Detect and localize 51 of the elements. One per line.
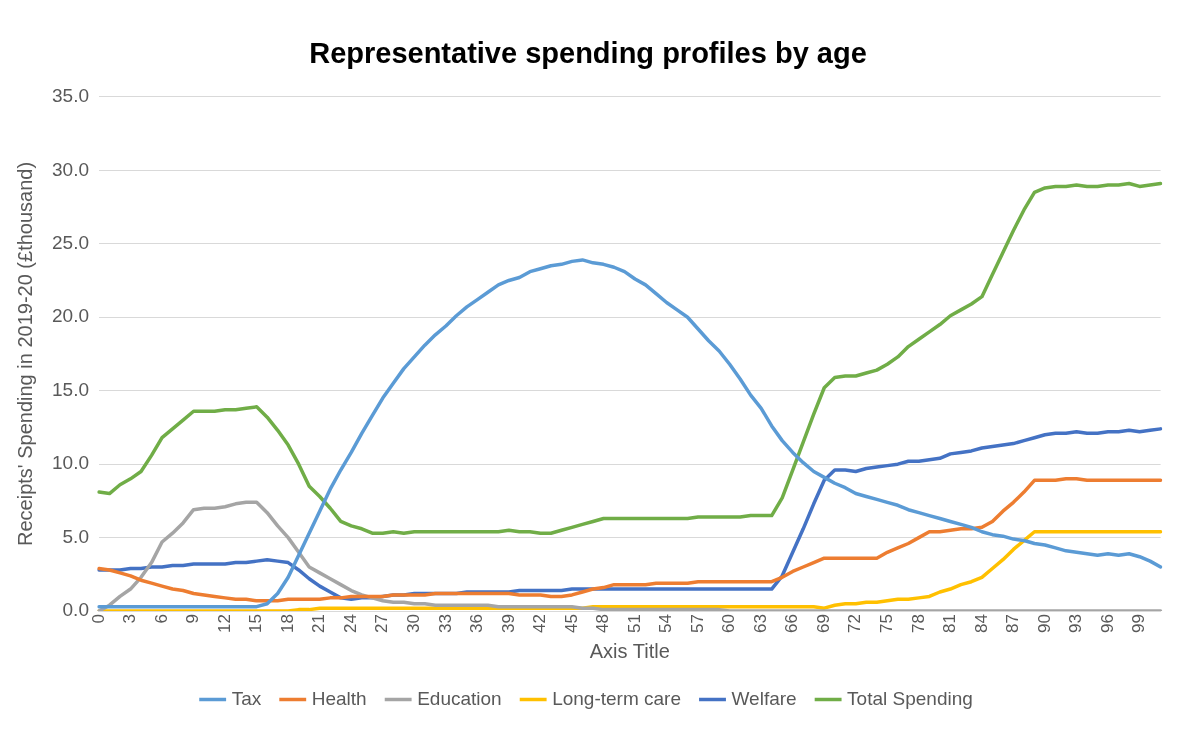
x-tick-label: 12 (214, 614, 234, 634)
x-tick-label: 99 (1129, 614, 1149, 634)
x-tick-label: 45 (561, 614, 581, 634)
legend-label: Tax (231, 687, 262, 709)
legend-label: Welfare (731, 687, 797, 709)
x-tick-label: 39 (498, 614, 518, 634)
x-tick-label: 42 (530, 614, 550, 634)
legend-label: Long-term care (552, 687, 682, 709)
x-tick-label: 36 (467, 614, 487, 634)
y-tick-label: 35.0 (52, 85, 89, 107)
x-axis-title: Axis Title (589, 639, 670, 662)
x-tick-label: 3 (120, 614, 140, 624)
x-tick-label: 30 (404, 614, 423, 634)
x-tick-label: 0 (88, 614, 108, 624)
y-tick-label: 20.0 (52, 305, 89, 327)
legend-label: Health (311, 687, 367, 709)
x-tick-label: 21 (309, 614, 329, 634)
y-tick-label: 30.0 (52, 158, 89, 180)
x-tick-label: 9 (183, 614, 203, 624)
legend-label: Education (417, 687, 502, 709)
x-tick-label: 54 (656, 614, 676, 634)
y-tick-label: 0.0 (62, 599, 89, 621)
x-tick-label: 33 (435, 614, 455, 634)
x-tick-label: 87 (1003, 614, 1023, 634)
x-tick-label: 15 (246, 614, 266, 634)
x-tick-label: 27 (372, 614, 392, 634)
x-tick-label: 66 (782, 614, 802, 634)
x-tick-label: 51 (624, 614, 644, 634)
y-tick-label: 15.0 (52, 378, 89, 400)
x-tick-label: 90 (1034, 614, 1054, 634)
y-tick-label: 25.0 (52, 231, 89, 253)
x-tick-label: 93 (1066, 614, 1086, 634)
y-tick-label: 10.0 (52, 452, 89, 474)
x-tick-label: 96 (1097, 614, 1117, 634)
chart-title: Representative spending profiles by age (309, 37, 867, 70)
x-tick-label: 60 (719, 614, 739, 634)
y-axis-title: Receipts' Spending in 2019-20 (£thousand) (13, 161, 36, 546)
x-tick-label: 24 (340, 614, 360, 634)
x-tick-label: 75 (877, 614, 896, 634)
x-tick-label: 48 (593, 614, 613, 634)
x-tick-label: 81 (940, 614, 960, 634)
y-tick-label: 5.0 (62, 525, 89, 547)
x-tick-label: 57 (687, 614, 707, 634)
legend-label: Total Spending (847, 687, 973, 709)
x-tick-label: 63 (750, 614, 770, 634)
x-tick-label: 6 (151, 614, 171, 624)
x-tick-label: 18 (277, 614, 297, 634)
x-tick-label: 69 (813, 614, 833, 634)
x-tick-label: 78 (908, 614, 928, 634)
x-tick-label: 84 (971, 614, 991, 634)
x-tick-label: 72 (845, 614, 865, 634)
